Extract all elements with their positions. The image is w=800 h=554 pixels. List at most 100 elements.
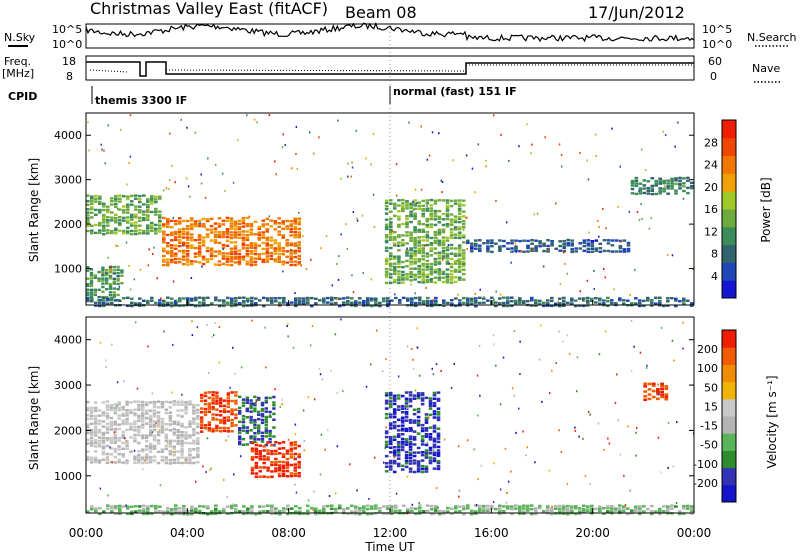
scatter-cell-4 xyxy=(416,446,421,450)
scatter-cell-1 xyxy=(230,410,234,413)
scatter-cell-0 xyxy=(164,456,169,459)
noise-point xyxy=(636,211,639,214)
scatter-cell-0 xyxy=(93,460,98,464)
scatter-cell-5 xyxy=(642,179,647,182)
scatter-cell-4 xyxy=(424,418,429,422)
scatter-cell-1 xyxy=(233,222,238,226)
scatter-cell-3 xyxy=(445,246,450,249)
scatter-cell-6 xyxy=(578,507,582,510)
scatter-cell-2 xyxy=(249,435,253,438)
scatter-cell-1 xyxy=(205,228,210,231)
scatter-cell-1 xyxy=(177,228,182,231)
scatter-cell-0 xyxy=(125,444,129,448)
noise-point xyxy=(495,200,497,202)
scatter-cell-3 xyxy=(389,199,393,202)
scatter-cell-0 xyxy=(94,223,98,227)
scatter-cell-0 xyxy=(133,412,137,415)
noise-point xyxy=(268,114,271,117)
scatter-cell-6 xyxy=(554,504,558,508)
scatter-cell-6 xyxy=(638,299,642,302)
scatter-cell-4 xyxy=(578,242,583,245)
scatter-cell-3 xyxy=(445,212,450,215)
scatter-cell-1 xyxy=(293,233,297,236)
scatter-cell-0 xyxy=(184,403,188,407)
scatter-cell-0 xyxy=(192,442,196,445)
noise-point xyxy=(125,504,127,507)
scatter-cell-1 xyxy=(177,217,182,220)
scatter-cell-6 xyxy=(666,304,670,307)
scatter-cell-0 xyxy=(164,436,169,439)
scatter-cell-3 xyxy=(449,221,454,224)
scatter-cell-3 xyxy=(421,199,425,203)
scatter-cell-3 xyxy=(413,273,417,276)
scatter-cell-3 xyxy=(393,280,397,284)
scatter-cell-0 xyxy=(122,219,126,222)
scatter-cell-3 xyxy=(293,466,297,469)
scatter-cell-0 xyxy=(134,205,138,208)
scatter-cell-1 xyxy=(289,260,293,263)
noise-point xyxy=(381,370,384,373)
scatter-cell-4 xyxy=(420,470,425,474)
scatter-cell-6 xyxy=(126,505,130,508)
scatter-cell-3 xyxy=(274,441,278,444)
noise-point xyxy=(598,353,601,356)
scatter-cell-0 xyxy=(114,205,118,208)
scatter-cell-2 xyxy=(101,290,105,293)
scatter-cell-0 xyxy=(160,403,165,406)
noise-point xyxy=(209,468,211,471)
scatter-cell-3 xyxy=(449,270,454,273)
scatter-cell-3 xyxy=(389,202,393,205)
noise-point xyxy=(340,177,342,180)
scatter-cell-2 xyxy=(245,409,249,413)
scatter-cell-0 xyxy=(160,405,165,409)
scatter-cell-6 xyxy=(586,505,590,508)
scatter-cell-1 xyxy=(230,418,234,422)
scatter-cell-1 xyxy=(249,256,254,259)
scatter-cell-1 xyxy=(201,244,206,247)
noise-point xyxy=(342,390,344,393)
noise-point xyxy=(522,430,524,433)
noise-point xyxy=(646,364,648,367)
scatter-cell-6 xyxy=(130,505,134,508)
scatter-cell-4 xyxy=(610,250,615,253)
scatter-cell-4 xyxy=(538,240,542,243)
scatter-cell-3 xyxy=(429,278,434,281)
scatter-cell-2 xyxy=(116,288,120,291)
scatter-cell-1 xyxy=(162,216,166,220)
scatter-cell-3 xyxy=(417,241,421,244)
noise-point xyxy=(350,175,352,178)
noise-point xyxy=(296,264,298,267)
scatter-cell-0 xyxy=(148,401,153,404)
scatter-cell-4 xyxy=(436,460,441,463)
scatter-cell-2 xyxy=(249,415,253,419)
scatter-cell-4 xyxy=(622,239,627,242)
scatter-cell-6 xyxy=(394,509,398,513)
scatter-cell-1 xyxy=(209,217,214,221)
scatter-cell-3 xyxy=(389,262,393,265)
scatter-cell-6 xyxy=(618,510,622,513)
scatter-cell-1 xyxy=(215,394,219,397)
scatter-cell-5 xyxy=(651,384,656,387)
scatter-cell-0 xyxy=(94,194,98,198)
scatter-cell-0 xyxy=(184,411,188,415)
scatter-cell-0 xyxy=(180,403,184,406)
scatter-cell-2 xyxy=(120,282,124,285)
noise-point xyxy=(128,265,130,267)
scatter-cell-0 xyxy=(192,433,196,437)
scatter-cell-5 xyxy=(674,177,678,180)
scatter-cell-1 xyxy=(257,227,262,230)
noise-point xyxy=(492,501,495,503)
scatter-cell-6 xyxy=(126,296,130,299)
scatter-cell-3 xyxy=(293,441,297,444)
colorbar-frame xyxy=(721,329,737,503)
scatter-cell-3 xyxy=(461,268,466,271)
scatter-cell-1 xyxy=(234,399,238,403)
scatter-cell-3 xyxy=(389,281,393,284)
scatter-cell-2 xyxy=(105,271,109,275)
scatter-cell-0 xyxy=(93,441,98,445)
scatter-cell-0 xyxy=(138,229,142,232)
scatter-cell-6 xyxy=(414,512,418,515)
scatter-cell-0 xyxy=(102,224,106,227)
scatter-cell-3 xyxy=(401,270,405,274)
scatter-cell-0 xyxy=(196,460,200,464)
